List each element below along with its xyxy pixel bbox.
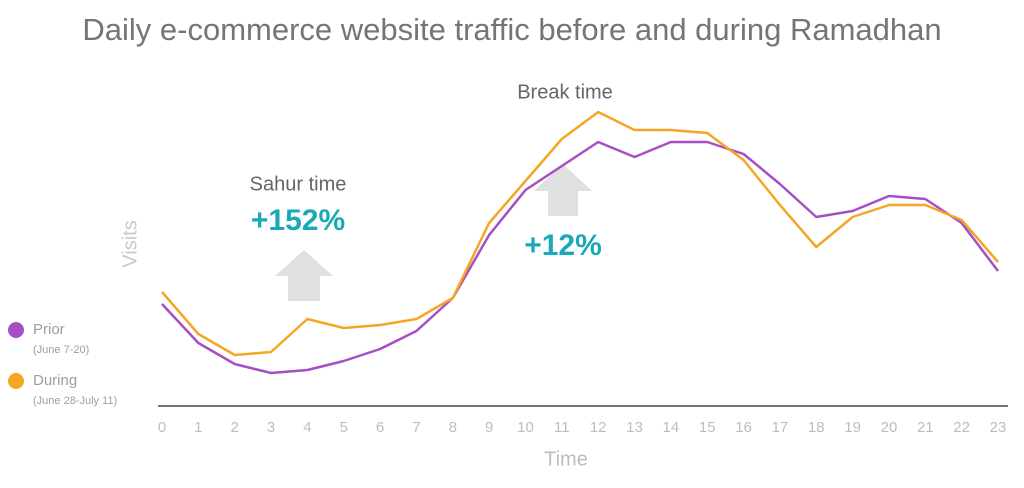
legend-label: Prior [33, 321, 65, 338]
x-tick-label: 4 [303, 419, 311, 436]
legend-description: (June 7-20) [33, 344, 89, 356]
x-tick-label: 12 [590, 419, 607, 436]
x-tick-label: 6 [376, 419, 384, 436]
x-tick-label: 10 [517, 419, 534, 436]
series-line [161, 110, 999, 357]
x-tick-label: 14 [663, 419, 680, 436]
x-tick-label: 21 [917, 419, 934, 436]
x-tick-label: 23 [990, 419, 1007, 436]
x-tick-label: 1 [194, 419, 202, 436]
x-tick-label: 7 [412, 419, 420, 436]
x-tick-label: 16 [735, 419, 752, 436]
x-tick-label: 5 [340, 419, 348, 436]
up-arrow [275, 250, 333, 301]
x-axis-label: Time [544, 448, 588, 470]
up-arrow [534, 164, 592, 216]
series-line [161, 140, 999, 375]
annotation-value: +152% [251, 204, 345, 237]
x-tick-label: 13 [626, 419, 643, 436]
x-tick-label: 8 [449, 419, 457, 436]
annotation-value: +12% [524, 229, 602, 262]
x-tick-label: 3 [267, 419, 275, 436]
x-tick-label: 0 [158, 419, 166, 436]
annotation: Sahur time [250, 173, 347, 195]
y-axis-label: Visits [119, 220, 141, 267]
x-tick-label: 18 [808, 419, 825, 436]
x-tick-label: 9 [485, 419, 493, 436]
annotation: Break time [517, 81, 613, 103]
x-tick-label: 19 [844, 419, 861, 436]
x-tick-label: 15 [699, 419, 716, 436]
x-tick-label: 22 [953, 419, 970, 436]
legend-label: During [33, 372, 77, 389]
x-tick-label: 11 [554, 419, 570, 436]
x-tick-label: 20 [881, 419, 898, 436]
chart-title: Daily e-commerce website traffic before … [82, 12, 941, 47]
x-tick-label: 17 [772, 419, 789, 436]
legend-description: (June 28-July 11) [33, 395, 117, 407]
x-tick-label: 2 [231, 419, 239, 436]
legend-marker [8, 373, 24, 389]
legend-marker [8, 322, 24, 338]
